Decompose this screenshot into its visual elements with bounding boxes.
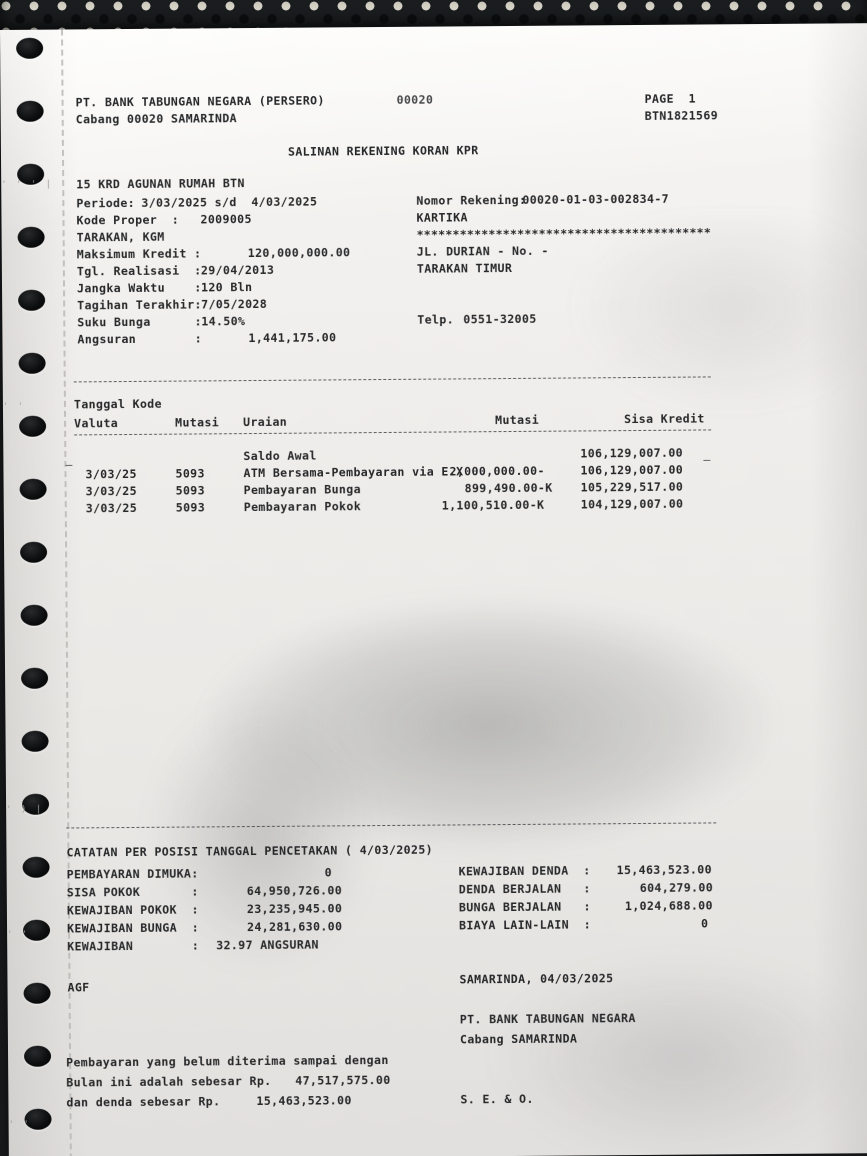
summary-left-label: PEMBAYARAN DIMUKA: <box>66 866 199 882</box>
summary-left-value: 32.97 ANGSURAN <box>216 937 319 953</box>
table-header-mutasi: Mutasi <box>495 412 540 428</box>
jangka-waktu-value: 120 Bln <box>200 280 253 295</box>
summary-right-label: DENDA BERJALAN : <box>458 881 591 897</box>
address-line-1: JL. DURIAN - No. - <box>416 243 549 259</box>
bank-branch-line: Cabang 00020 SAMARINDA <box>75 111 238 127</box>
kode-proper-value: 2009005 <box>200 212 252 227</box>
table-row-mutasi: 899,490.00-K <box>464 480 553 496</box>
signature-bank-name: PT. BANK TABUNGAN NEGARA <box>459 1011 636 1027</box>
table-row-sisa-kredit: 105,229,517.00 <box>580 479 684 495</box>
note-line-3-value: 15,463,523.00 <box>256 1093 352 1109</box>
tgl-realisasi-value: 29/04/2013 <box>200 262 275 278</box>
address-line-2: TARAKAN TIMUR <box>416 260 513 276</box>
summary-right-label: BIAYA LAIN-LAIN : <box>458 917 592 933</box>
summary-right-value: 604,279.00 <box>639 880 714 896</box>
angsuran-value: 1,441,175.00 <box>248 330 337 346</box>
summary-right-value: 15,463,523.00 <box>616 862 712 878</box>
angsuran-label: Angsuran : <box>77 331 203 347</box>
table-header-kode-mutasi: Mutasi <box>175 415 220 430</box>
table-header-sisa-kredit: Sisa Kredit <box>624 411 705 427</box>
table-top-rule <box>73 376 711 383</box>
disclaimer-text: S. E. & O. <box>460 1091 534 1107</box>
tagihan-terakhir-value: 7/05/2028 <box>201 296 268 312</box>
table-row: Saldo Awal <box>243 448 317 464</box>
kode-proper-label: Kode Proper : <box>76 212 180 228</box>
table-row-mutasi: 1,100,510.00-K <box>441 497 545 513</box>
table-header-valuta: Valuta <box>74 416 119 431</box>
summary-title: CATATAN PER POSISI TANGGAL PENCETAKAN ( … <box>66 842 434 860</box>
note-line-3-label: dan denda sebesar Rp. <box>66 1094 221 1110</box>
product-name: 15 KRD AGUNAN RUMAH BTN <box>76 176 245 192</box>
nomor-rekening-label: Nomor Rekening: <box>416 192 527 208</box>
note-line-2-label: Bulan ini adalah sebesar Rp. <box>66 1073 272 1090</box>
table-row: ATM Bersama-Pembayaran via E.X <box>243 464 464 481</box>
note-line-2-value: 47,517,575.00 <box>295 1072 391 1088</box>
table-row-kode: 5093 <box>175 483 206 498</box>
table-row-kode: 5093 <box>175 500 206 515</box>
jangka-waktu-label: Jangka Waktu : <box>76 280 202 296</box>
summary-left-label: KEWAJIBAN : <box>67 938 200 954</box>
printed-statement-text: PT. BANK TABUNGAN NEGARA (PERSERO) Caban… <box>0 23 867 1156</box>
suku-bunga-label: Suku Bunga : <box>77 314 202 330</box>
masked-line: ****************************************… <box>416 225 712 242</box>
table-row-valuta: 3/03/25 <box>85 466 137 482</box>
statement-title: SALINAN REKENING KORAN KPR <box>287 143 479 159</box>
customer-name: KARTIKA <box>416 210 468 225</box>
summary-right-label: KEWAJIBAN DENDA : <box>458 863 591 879</box>
place-and-date: SAMARINDA, 04/03/2025 <box>459 971 614 987</box>
summary-top-rule <box>66 822 717 829</box>
table-row-valuta: 3/03/25 <box>85 483 137 499</box>
maksimum-kredit-value: 120,000,000.00 <box>247 245 351 261</box>
telp-value: 0551-32005 <box>463 311 537 327</box>
summary-left-label: KEWAJIBAN BUNGA : <box>67 920 200 936</box>
summary-right-value: 1,024,688.00 <box>624 898 713 914</box>
tagihan-terakhir-label: Tagihan Terakhir: <box>77 297 202 313</box>
table-row-kode: 5093 <box>175 466 205 481</box>
tgl-realisasi-label: Tgl. Realisasi : <box>76 263 202 279</box>
periode-label: Periode: <box>76 195 136 211</box>
page-label: PAGE 1 <box>644 91 696 106</box>
maksimum-kredit-label: Maksimum Kredit : <box>76 246 202 262</box>
table-row-sisa-kredit: 106,129,007.00 <box>580 462 684 478</box>
table-row: Pembayaran Bunga <box>243 482 361 498</box>
form-code: BTN1821569 <box>644 108 719 123</box>
summary-left-value: 23,235,945.00 <box>246 901 343 917</box>
table-row-mutasi: 2,000,000.00- <box>449 463 545 479</box>
summary-left-label: SISA POKOK : <box>66 884 199 900</box>
table-header-rule <box>74 429 712 436</box>
summary-right-value: 0 <box>700 916 709 931</box>
table-row-sisa-kredit: 106,129,007.00 <box>580 445 684 461</box>
bank-name-line: PT. BANK TABUNGAN NEGARA (PERSERO) <box>75 93 325 110</box>
row-left-mark: _ <box>65 452 73 467</box>
periode-value: 3/03/2025 s/d 4/03/2025 <box>141 194 318 210</box>
branch-code: 00020 <box>396 92 434 107</box>
summary-left-value: 24,281,630.00 <box>246 919 343 935</box>
table-row: Pembayaran Pokok <box>243 499 362 515</box>
table-header-uraian: Uraian <box>243 414 288 430</box>
signature-bank-branch: Cabang SAMARINDA <box>459 1031 578 1047</box>
operator-code: AGF <box>67 980 90 995</box>
summary-left-value: 64,950,726.00 <box>246 883 343 899</box>
suku-bunga-value: 14.50% <box>201 314 246 329</box>
summary-left-value: 0 <box>324 865 333 880</box>
summary-right-label: BUNGA BERJALAN : <box>458 899 591 915</box>
telp-label: Telp. <box>417 312 454 327</box>
nomor-rekening-value: 00020-01-03-002834-7 <box>522 191 670 207</box>
statement-paper-sheet: ' ' ' | ' ' ' ) | ' ' ' ' PT. BANK TABUNGAN … <box>0 23 867 1156</box>
summary-left-label: KEWAJIBAN POKOK : <box>66 902 199 918</box>
saldo-awal-trailing-mark: _ <box>703 447 711 462</box>
branch-desc: TARAKAN, KGM <box>76 229 165 245</box>
table-header-row1: Tanggal Kode <box>73 396 162 412</box>
note-line-1: Pembayaran yang belum diterima sampai de… <box>66 1052 389 1070</box>
table-row-valuta: 3/03/25 <box>85 500 138 516</box>
table-row-sisa-kredit: 104,129,007.00 <box>580 496 684 512</box>
